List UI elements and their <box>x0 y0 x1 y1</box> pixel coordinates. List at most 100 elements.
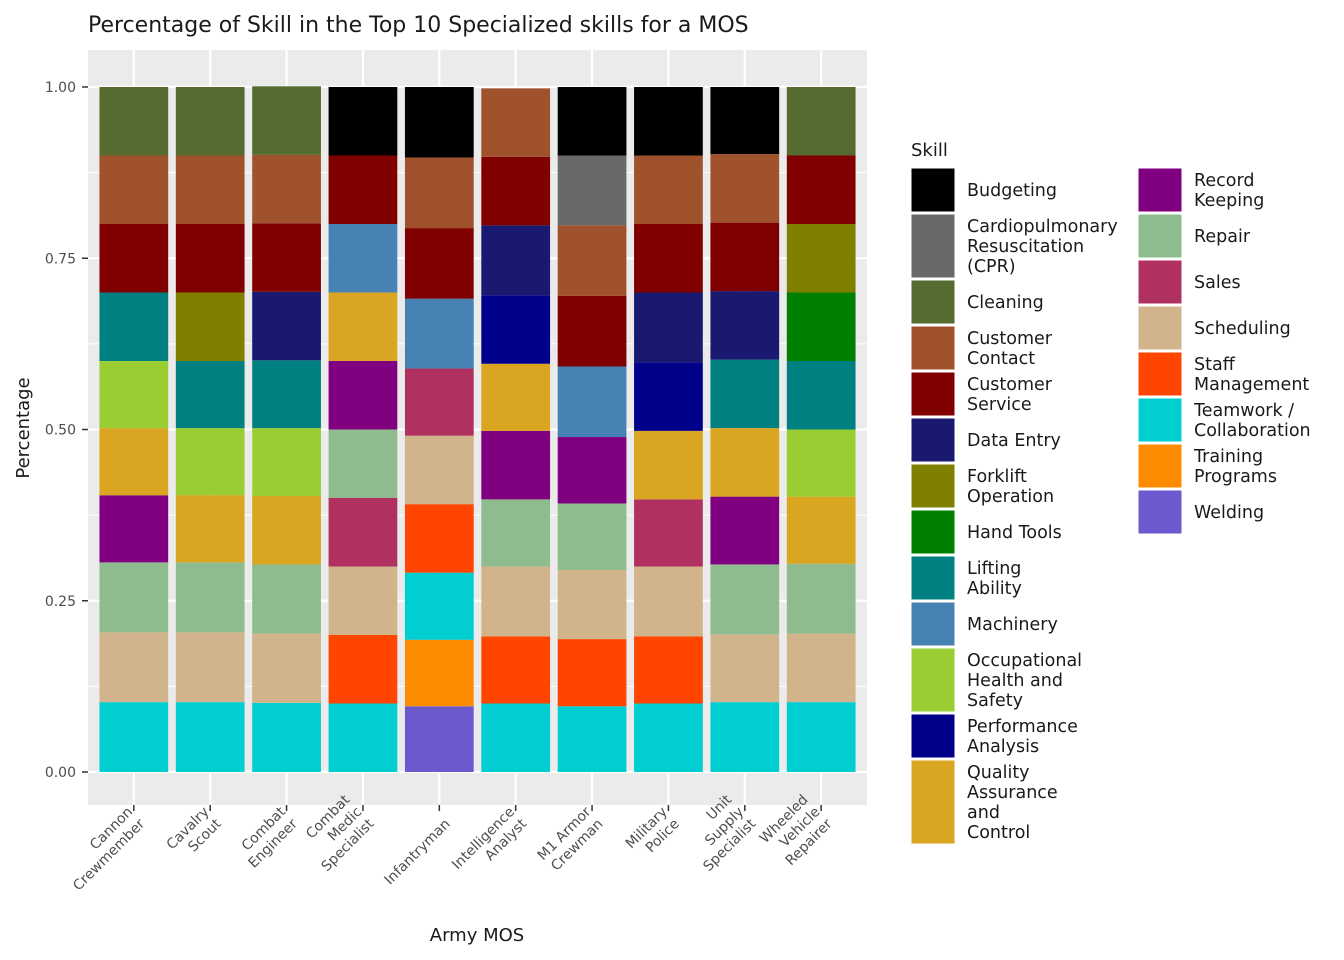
bar-segment-intelligence-analyst-record-keeping <box>481 430 551 500</box>
legend-item-sales: Sales <box>1137 259 1241 305</box>
legend-label-line: Cleaning <box>967 293 1044 313</box>
bar-segment-cannon-crewmember-repair <box>99 562 169 633</box>
y-tick-label: 0.75 <box>45 251 76 267</box>
legend-label-line: Cardiopulmonary <box>967 217 1118 237</box>
legend-key-lifting-ability <box>910 555 956 601</box>
legend-key-data-entry <box>910 417 956 463</box>
bar-segment-infantryman-budgeting <box>404 87 474 158</box>
legend-label-line: Ability <box>967 579 1022 599</box>
bar-segment-cannon-crewmember-occupational-health-and-safety <box>99 361 169 429</box>
legend-label-line: Keeping <box>1194 191 1264 211</box>
legend-label-line: Resuscitation <box>967 237 1084 257</box>
bar-segment-infantryman-welding <box>404 706 474 772</box>
legend-key-training-programs <box>1137 443 1183 489</box>
bar-segment-combat-medic-specialist-machinery <box>328 224 398 293</box>
bar-segment-infantryman-sales <box>404 368 474 436</box>
bar-segment-m1-armor-crewman-teamwork-collaboration <box>557 706 627 772</box>
legend-label-line: Budgeting <box>967 181 1057 201</box>
legend-item-hand-tools: Hand Tools <box>910 509 1062 555</box>
bar-segment-intelligence-analyst-teamwork-collaboration <box>481 703 551 772</box>
bar-segment-unit-supply-specialist-budgeting <box>710 87 780 155</box>
bar-segment-combat-medic-specialist-scheduling <box>328 566 398 635</box>
bar-segment-unit-supply-specialist-lifting-ability <box>710 359 780 429</box>
bar-segment-cannon-crewmember-cleaning <box>99 87 169 156</box>
bar-segment-combat-medic-specialist-customer-service <box>328 155 398 224</box>
legend-item-repair: Repair <box>1137 213 1251 259</box>
bar-segment-wheeled-vehicle-repairer-teamwork-collaboration <box>786 702 856 772</box>
legend-key-hand-tools <box>910 509 956 555</box>
y-tick-label: 0.25 <box>45 594 76 610</box>
bar-segment-cavalry-scout-customer-contact <box>175 155 245 224</box>
legend-key-customer-contact <box>910 325 956 371</box>
bar-segment-unit-supply-specialist-scheduling <box>710 634 780 703</box>
bar-segment-intelligence-analyst-performance-analysis <box>481 295 551 364</box>
legend-label-line: Staff <box>1194 355 1236 375</box>
legend-label-line: Contact <box>967 349 1035 369</box>
bar-segment-infantryman-machinery <box>404 298 474 369</box>
bar-segment-cavalry-scout-lifting-ability <box>175 361 245 429</box>
bar-segment-military-police-scheduling <box>634 566 703 637</box>
legend-key-cardiopulmonary-resuscitation-cpr <box>910 213 956 279</box>
bar-segment-m1-armor-crewman-customer-service <box>557 295 627 367</box>
legend-key-staff-management <box>1137 351 1183 397</box>
bar-segment-cavalry-scout-repair <box>175 562 245 633</box>
legend-label-line: Hand Tools <box>967 523 1062 543</box>
bar-segment-military-police-customer-contact <box>634 155 703 224</box>
bar-segment-military-police-sales <box>634 499 703 567</box>
legend-key-welding <box>1137 489 1183 535</box>
bar-segment-cavalry-scout-customer-service <box>175 224 245 293</box>
bar-segment-cavalry-scout-cleaning <box>175 87 245 156</box>
legend-key-budgeting <box>910 167 956 213</box>
legend-label-line: Training <box>1193 447 1263 467</box>
x-tick-label-infantryman: Infantryman <box>382 816 454 888</box>
bar-segment-military-police-budgeting <box>634 87 703 156</box>
bar-segment-infantryman-scheduling <box>404 435 474 505</box>
y-tick-label: 0.50 <box>45 423 76 439</box>
legend-label-line: Customer <box>967 329 1053 349</box>
legend-label-line: Programs <box>1194 467 1277 487</box>
bar-segment-cannon-crewmember-customer-contact <box>99 155 169 224</box>
bar-segment-m1-armor-crewman-cardiopulmonary-resuscitation-cpr <box>557 155 627 226</box>
bar-segment-wheeled-vehicle-repairer-forklift-operation <box>786 224 856 293</box>
legend-label-line: Teamwork / <box>1193 401 1294 421</box>
legend-label-line: (CPR) <box>967 257 1016 277</box>
legend-key-teamwork-collaboration <box>1137 397 1183 443</box>
legend-label-line: Performance <box>967 717 1078 737</box>
bar-segment-military-police-data-entry <box>634 292 703 363</box>
bar-segment-combat-medic-specialist-teamwork-collaboration <box>328 703 398 772</box>
legend-label-line: Customer <box>967 375 1053 395</box>
bar-segment-unit-supply-specialist-quality-assurance-and-control <box>710 428 780 497</box>
legend-label-line: Assurance <box>967 783 1058 803</box>
legend-label-line: Service <box>967 395 1032 415</box>
legend-label-line: Health and <box>967 671 1063 691</box>
legend-key-repair <box>1137 213 1183 259</box>
legend-label-line: Machinery <box>967 615 1058 635</box>
bar-segment-m1-armor-crewman-machinery <box>557 366 627 438</box>
bar-segment-intelligence-analyst-scheduling <box>481 566 551 637</box>
legend-label-line: Operation <box>967 487 1054 507</box>
bar-segment-cavalry-scout-teamwork-collaboration <box>175 702 245 772</box>
bar-segment-combat-medic-specialist-quality-assurance-and-control <box>328 292 398 361</box>
bar-segment-wheeled-vehicle-repairer-cleaning <box>786 87 856 156</box>
legend-label-line: Collaboration <box>1194 421 1311 441</box>
legend-label-line: and <box>967 803 1000 823</box>
bar-segment-combat-engineer-lifting-ability <box>252 360 321 429</box>
legend-key-machinery <box>910 601 956 647</box>
bar-segment-combat-engineer-customer-service <box>252 223 321 292</box>
bar-segment-combat-medic-specialist-sales <box>328 498 398 567</box>
legend-label-line: Scheduling <box>1194 319 1291 339</box>
bar-segment-combat-medic-specialist-staff-management <box>328 635 398 704</box>
bar-segment-unit-supply-specialist-customer-service <box>710 222 780 292</box>
legend-item-scheduling: Scheduling <box>1137 305 1291 351</box>
bar-segment-wheeled-vehicle-repairer-occupational-health-and-safety <box>786 429 856 497</box>
